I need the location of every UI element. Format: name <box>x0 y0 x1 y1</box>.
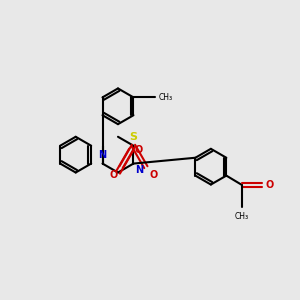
Text: O: O <box>109 170 117 180</box>
Text: N: N <box>135 165 143 175</box>
Text: CH₃: CH₃ <box>235 212 249 221</box>
Text: S: S <box>130 132 137 142</box>
Text: CH₃: CH₃ <box>158 93 172 102</box>
Text: O: O <box>266 180 274 190</box>
Text: O: O <box>150 170 158 180</box>
Text: N: N <box>98 150 106 160</box>
Text: O: O <box>135 145 143 155</box>
